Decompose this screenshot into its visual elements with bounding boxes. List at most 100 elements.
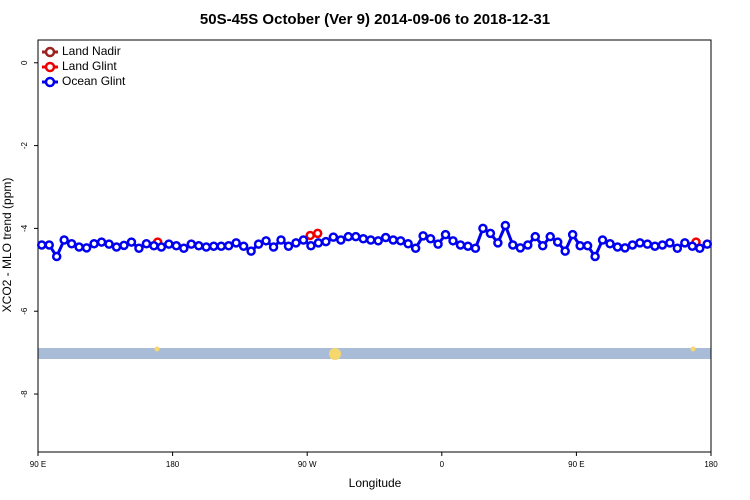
data-point (111, 242, 122, 252)
data-point (194, 241, 204, 251)
data-point (612, 242, 623, 252)
data-point (312, 228, 323, 239)
data-point (380, 232, 391, 243)
data-point (530, 231, 541, 242)
legend-marker (44, 46, 56, 58)
data-point (171, 241, 182, 251)
x-tick-label: 90 E (30, 460, 46, 469)
legend-label: Land Nadir (62, 44, 121, 58)
data-point (582, 241, 593, 251)
data-point (208, 241, 219, 251)
y-tick-label: -2 (20, 141, 29, 149)
map-strip (38, 346, 711, 360)
data-point (261, 236, 271, 246)
data-point (388, 235, 398, 245)
legend-marker (44, 61, 56, 73)
data-point (186, 239, 197, 249)
data-point (642, 239, 653, 249)
data-point (321, 236, 331, 247)
legend-label: Land Glint (62, 59, 117, 73)
data-point (89, 238, 99, 249)
data-point (268, 242, 279, 252)
data-point (515, 243, 526, 253)
data-point (141, 238, 152, 249)
data-point (276, 235, 286, 245)
data-point (298, 235, 309, 245)
data-point (455, 240, 466, 250)
data-point (680, 238, 690, 248)
data-point (665, 238, 675, 248)
data-point (59, 235, 69, 245)
data-point (291, 238, 301, 248)
y-tick-label: 0 (20, 60, 29, 65)
data-point (590, 251, 600, 262)
data-point (96, 237, 107, 247)
data-point (328, 232, 339, 242)
data-point (246, 246, 256, 256)
data-point (493, 238, 503, 248)
data-point (164, 239, 174, 249)
data-point (702, 239, 713, 249)
data-point (74, 242, 84, 252)
data-point (545, 231, 555, 242)
data-point (418, 231, 428, 241)
data-point (179, 243, 189, 254)
data-point (216, 241, 226, 251)
x-axis-label: Longitude (349, 476, 402, 490)
chart-title: 50S-45S October (Ver 9) 2014-09-06 to 20… (200, 11, 550, 28)
data-point (508, 240, 518, 250)
legend-label: Ocean Glint (62, 74, 126, 88)
data-point (433, 239, 443, 249)
data-point (126, 237, 137, 247)
data-point (156, 242, 167, 252)
legend-marker (44, 76, 56, 88)
data-point (500, 220, 511, 231)
data-point (463, 241, 473, 251)
data-point (44, 240, 54, 250)
data-point (470, 243, 481, 254)
data-point (635, 238, 645, 248)
data-point (306, 241, 316, 251)
data-point (560, 246, 570, 256)
data-point (552, 237, 563, 247)
data-point (351, 231, 361, 242)
y-axis-label: XCO2 - MLO trend (ppm) (0, 178, 14, 313)
data-point (66, 238, 77, 249)
data-point (575, 241, 585, 251)
data-point (485, 228, 496, 239)
data-point (597, 235, 608, 245)
data-point (36, 240, 47, 250)
data-point (358, 234, 369, 244)
data-point (395, 236, 406, 246)
data-point (425, 234, 436, 244)
x-tick-label: 90 E (568, 460, 584, 469)
data-point (605, 238, 615, 249)
data-point (343, 231, 354, 242)
x-tick-label: 0 (440, 460, 445, 469)
data-point (627, 240, 638, 250)
data-point (51, 251, 62, 262)
data-point (687, 241, 698, 251)
data-point (201, 242, 211, 252)
data-point (238, 241, 249, 251)
data-point (567, 229, 578, 240)
data-point (620, 243, 630, 253)
data-point (695, 243, 705, 254)
data-point (538, 241, 548, 251)
data-point (657, 240, 668, 250)
data-point (81, 243, 92, 253)
data-point (373, 236, 383, 246)
data-point (448, 236, 458, 246)
data-point (336, 235, 346, 245)
y-tick-label: -8 (20, 390, 29, 398)
data-point (223, 241, 234, 251)
data-point (672, 243, 683, 254)
data-point (366, 235, 376, 245)
y-tick-label: -6 (20, 307, 29, 315)
data-point (523, 240, 533, 250)
data-point (478, 223, 488, 234)
x-tick-label: 90 W (298, 460, 317, 469)
x-tick-label: 180 (166, 460, 180, 469)
data-point (403, 238, 413, 249)
